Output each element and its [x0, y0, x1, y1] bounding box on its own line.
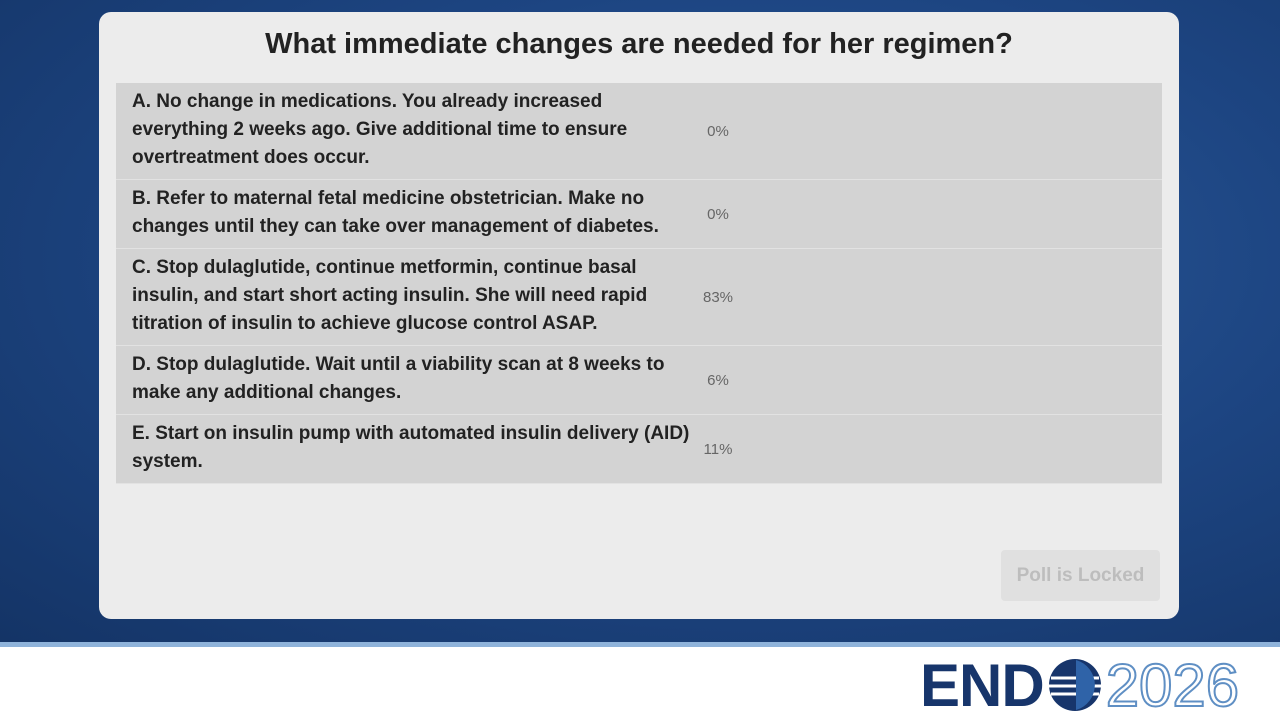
value-label: 83%	[702, 288, 734, 306]
option-text: A. No change in medications. You already…	[132, 91, 628, 168]
value-label: 0%	[707, 122, 729, 140]
option-row: A. No change in medications. You already…	[116, 83, 1162, 180]
option-row: E. Start on insulin pump with automated …	[116, 415, 1162, 484]
option-row: B. Refer to maternal fetal medicine obst…	[116, 180, 1162, 249]
value-label: 11%	[703, 440, 733, 458]
value-label: 6%	[707, 371, 729, 389]
logo: END 2026	[920, 651, 1240, 720]
poll-options: A. No change in medications. You already…	[116, 83, 1162, 484]
poll-locked-button[interactable]: Poll is Locked	[1001, 550, 1160, 601]
option-text: D. Stop dulaglutide. Wait until a viabil…	[132, 354, 665, 403]
option-row: D. Stop dulaglutide. Wait until a viabil…	[116, 346, 1162, 415]
logo-year: 2026	[1105, 651, 1240, 720]
value-label: 0%	[707, 205, 729, 223]
option-row: C. Stop dulaglutide, continue metformin,…	[116, 249, 1162, 346]
logo-word: END	[920, 651, 1045, 719]
poll-panel: What immediate changes are needed for he…	[99, 12, 1179, 619]
option-text: E. Start on insulin pump with automated …	[132, 423, 690, 472]
option-text: B. Refer to maternal fetal medicine obst…	[132, 188, 659, 237]
logo-globe	[1048, 659, 1101, 711]
option-text: C. Stop dulaglutide, continue metformin,…	[132, 257, 648, 334]
poll-title: What immediate changes are needed for he…	[265, 28, 1013, 60]
